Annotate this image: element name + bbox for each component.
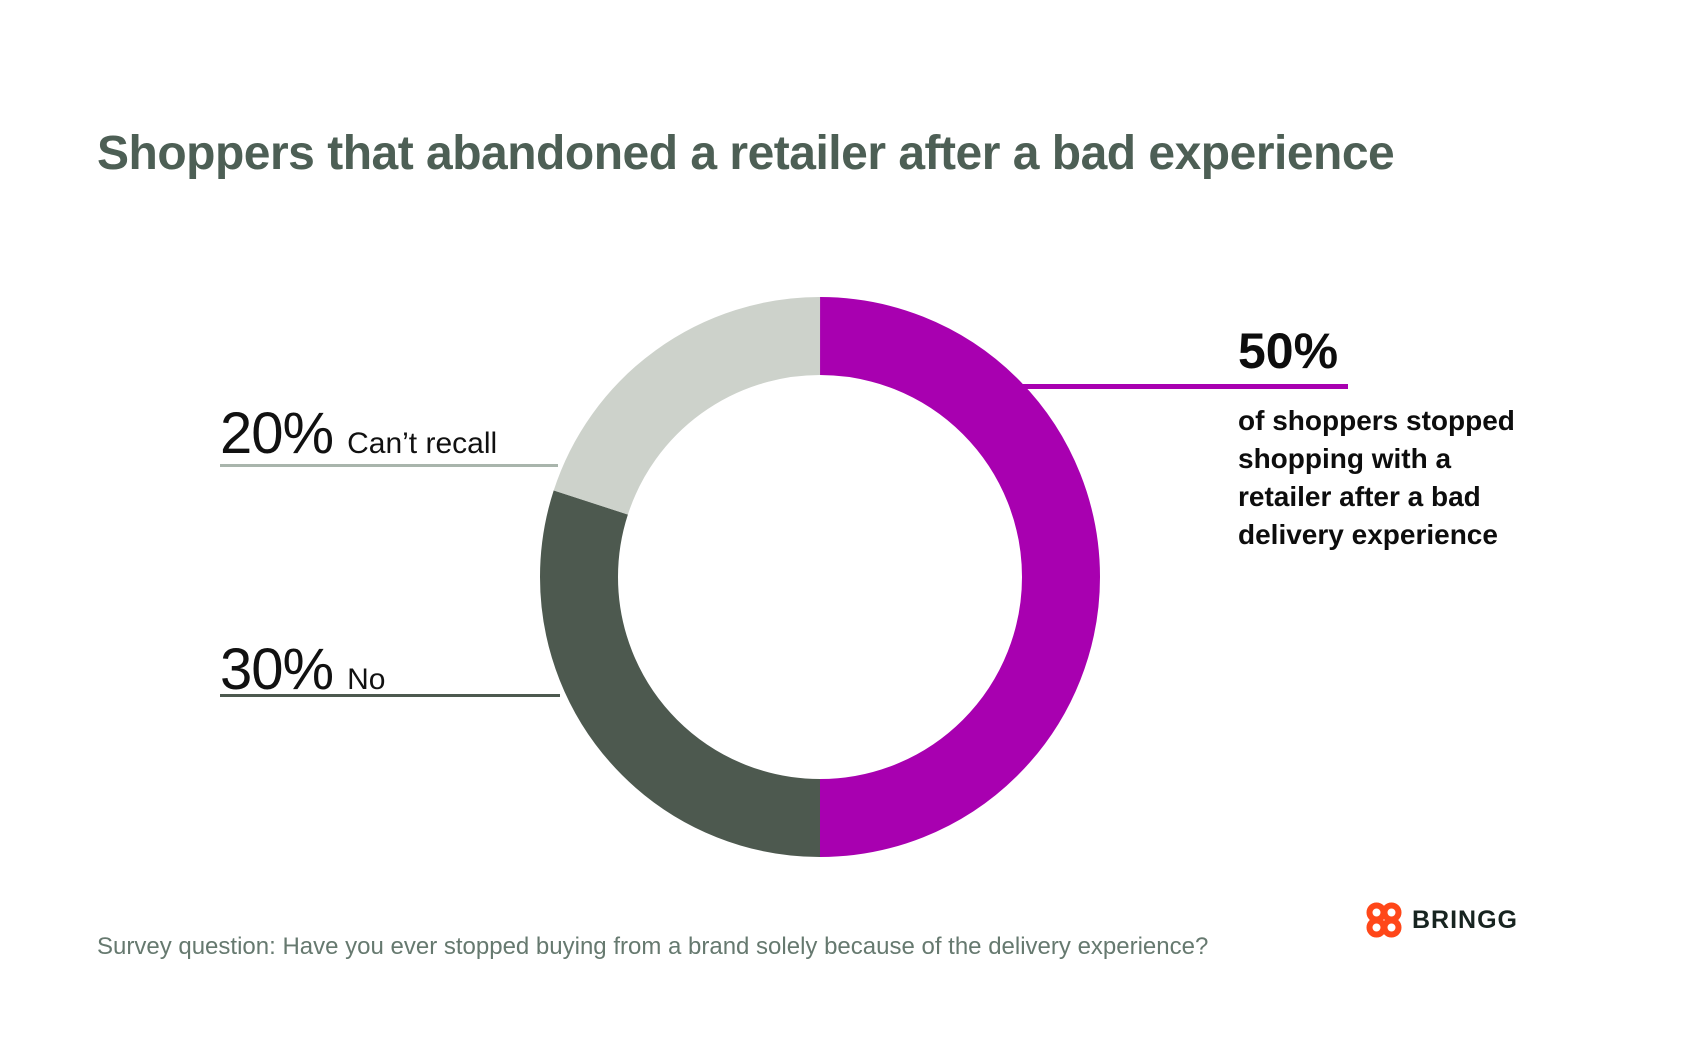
donut-chart (540, 297, 1100, 857)
cant-recall-percent: 20% (220, 401, 334, 466)
brand-name: BRINGG (1412, 905, 1518, 934)
leader-line-cant-recall (220, 464, 558, 467)
leader-line-yes (1015, 384, 1348, 389)
survey-question-footnote: Survey question: Have you ever stopped b… (97, 933, 1209, 960)
donut-slice-1 (540, 297, 1100, 857)
no-percent: 30% (220, 637, 334, 702)
leader-line-no (220, 694, 560, 697)
page-title: Shoppers that abandoned a retailer after… (97, 127, 1395, 180)
donut-chart-svg (540, 297, 1100, 857)
label-no: 30% No (220, 636, 385, 703)
cant-recall-category: Can’t recall (347, 427, 498, 460)
no-category: No (347, 663, 386, 696)
yes-description: of shoppers stopped shopping with a reta… (1238, 405, 1515, 550)
bringg-logo-icon (1366, 902, 1402, 938)
label-cant-recall: 20% Can’t recall (220, 400, 497, 467)
yes-percent: 50% (1238, 323, 1339, 379)
brand-logo: BRINGG (1366, 902, 1518, 938)
